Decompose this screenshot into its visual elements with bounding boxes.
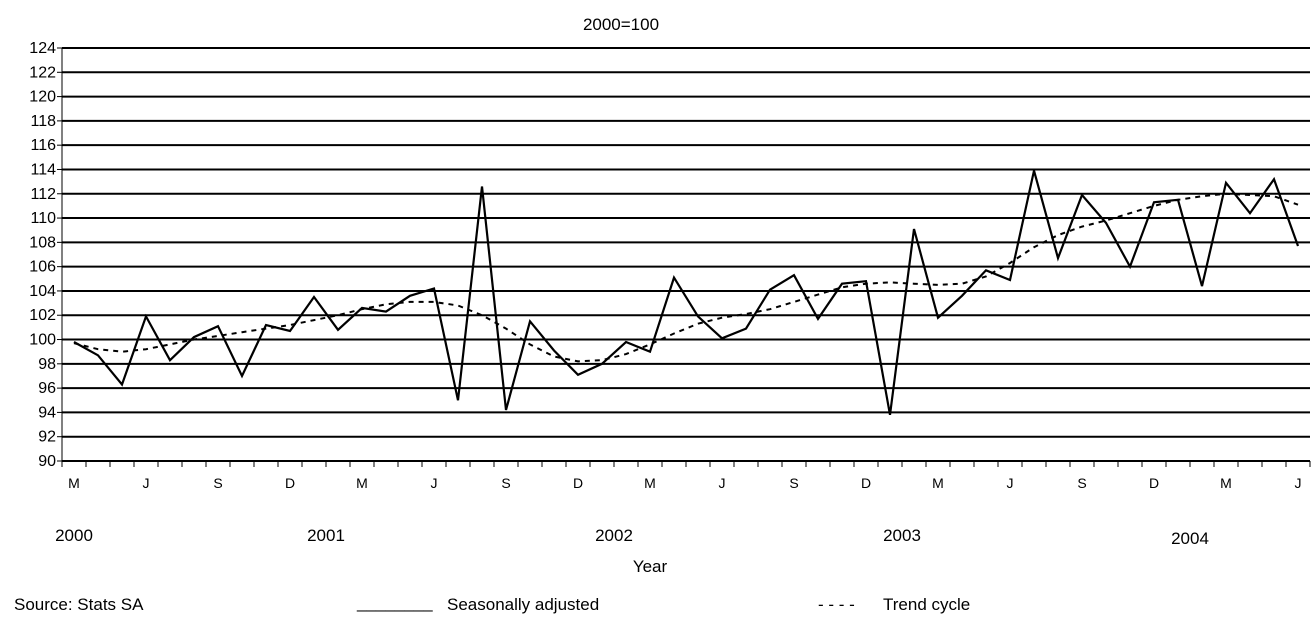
x-tick-label: S	[213, 475, 222, 491]
year-label: 2002	[595, 526, 633, 545]
legend-seasonally-adjusted-label: Seasonally adjusted	[447, 595, 600, 614]
gridlines	[62, 47, 1310, 462]
y-axis: 90 92 94 96 98 100 102 104 106 108 110 112 114 116 118…	[29, 40, 63, 470]
y-tick-label: 114	[30, 161, 56, 178]
x-axis: MJSDMJSDMJSDMJSDMJSDMJ200020012002200320…	[55, 461, 1311, 548]
x-tick-label: J	[1007, 475, 1014, 491]
x-tick-label: M	[1220, 475, 1232, 491]
y-tick-label: 120	[29, 89, 56, 106]
y-tick-label: 100	[29, 332, 56, 349]
x-tick-label: S	[1077, 475, 1086, 491]
chart-subtitle: 2000=100	[583, 15, 659, 34]
x-tick-label: D	[1149, 475, 1159, 491]
x-tick-label: S	[789, 475, 798, 491]
y-tick-label: 90	[38, 453, 56, 470]
x-axis-label: Year	[633, 557, 668, 576]
y-tick-label: 112	[30, 186, 56, 203]
x-tick-label: M	[932, 475, 944, 491]
y-tick-label: 116	[30, 137, 56, 154]
y-tick-label: 96	[38, 380, 56, 397]
x-tick-label: J	[143, 475, 150, 491]
x-tick-label: J	[719, 475, 726, 491]
y-tick-label: 98	[38, 356, 56, 373]
y-tick-label: 104	[29, 283, 56, 300]
x-tick-label: M	[644, 475, 656, 491]
y-tick-label: 122	[29, 64, 56, 81]
y-tick-label: 118	[30, 113, 56, 130]
y-tick-label: 108	[29, 234, 56, 251]
y-tick-label: 124	[29, 40, 56, 57]
x-tick-label: J	[1295, 475, 1302, 491]
series-lines	[73, 170, 1300, 415]
year-label: 2003	[883, 526, 921, 545]
seasonally-adjusted-line	[73, 170, 1300, 415]
year-label: 2001	[307, 526, 345, 545]
x-tick-label: D	[861, 475, 871, 491]
x-tick-label: S	[501, 475, 510, 491]
y-tick-label: 106	[29, 259, 56, 276]
year-label: 2000	[55, 526, 93, 545]
x-tick-label: J	[431, 475, 438, 491]
x-tick-label: D	[285, 475, 295, 491]
source-note: Source: Stats SA	[14, 595, 144, 614]
x-tick-label: M	[356, 475, 368, 491]
legend-trend-cycle-marker: - - - -	[818, 595, 855, 614]
x-tick-label: M	[68, 475, 80, 491]
legend-trend-cycle-label: Trend cycle	[883, 595, 971, 614]
x-tick-label: D	[573, 475, 583, 491]
y-tick-label: 110	[30, 210, 56, 227]
y-tick-label: 94	[38, 404, 56, 421]
legend-seasonally-adjusted-marker: ________	[357, 593, 433, 612]
year-label: 2004	[1171, 529, 1209, 548]
y-tick-label: 92	[38, 429, 56, 446]
y-tick-label: 102	[29, 307, 56, 324]
